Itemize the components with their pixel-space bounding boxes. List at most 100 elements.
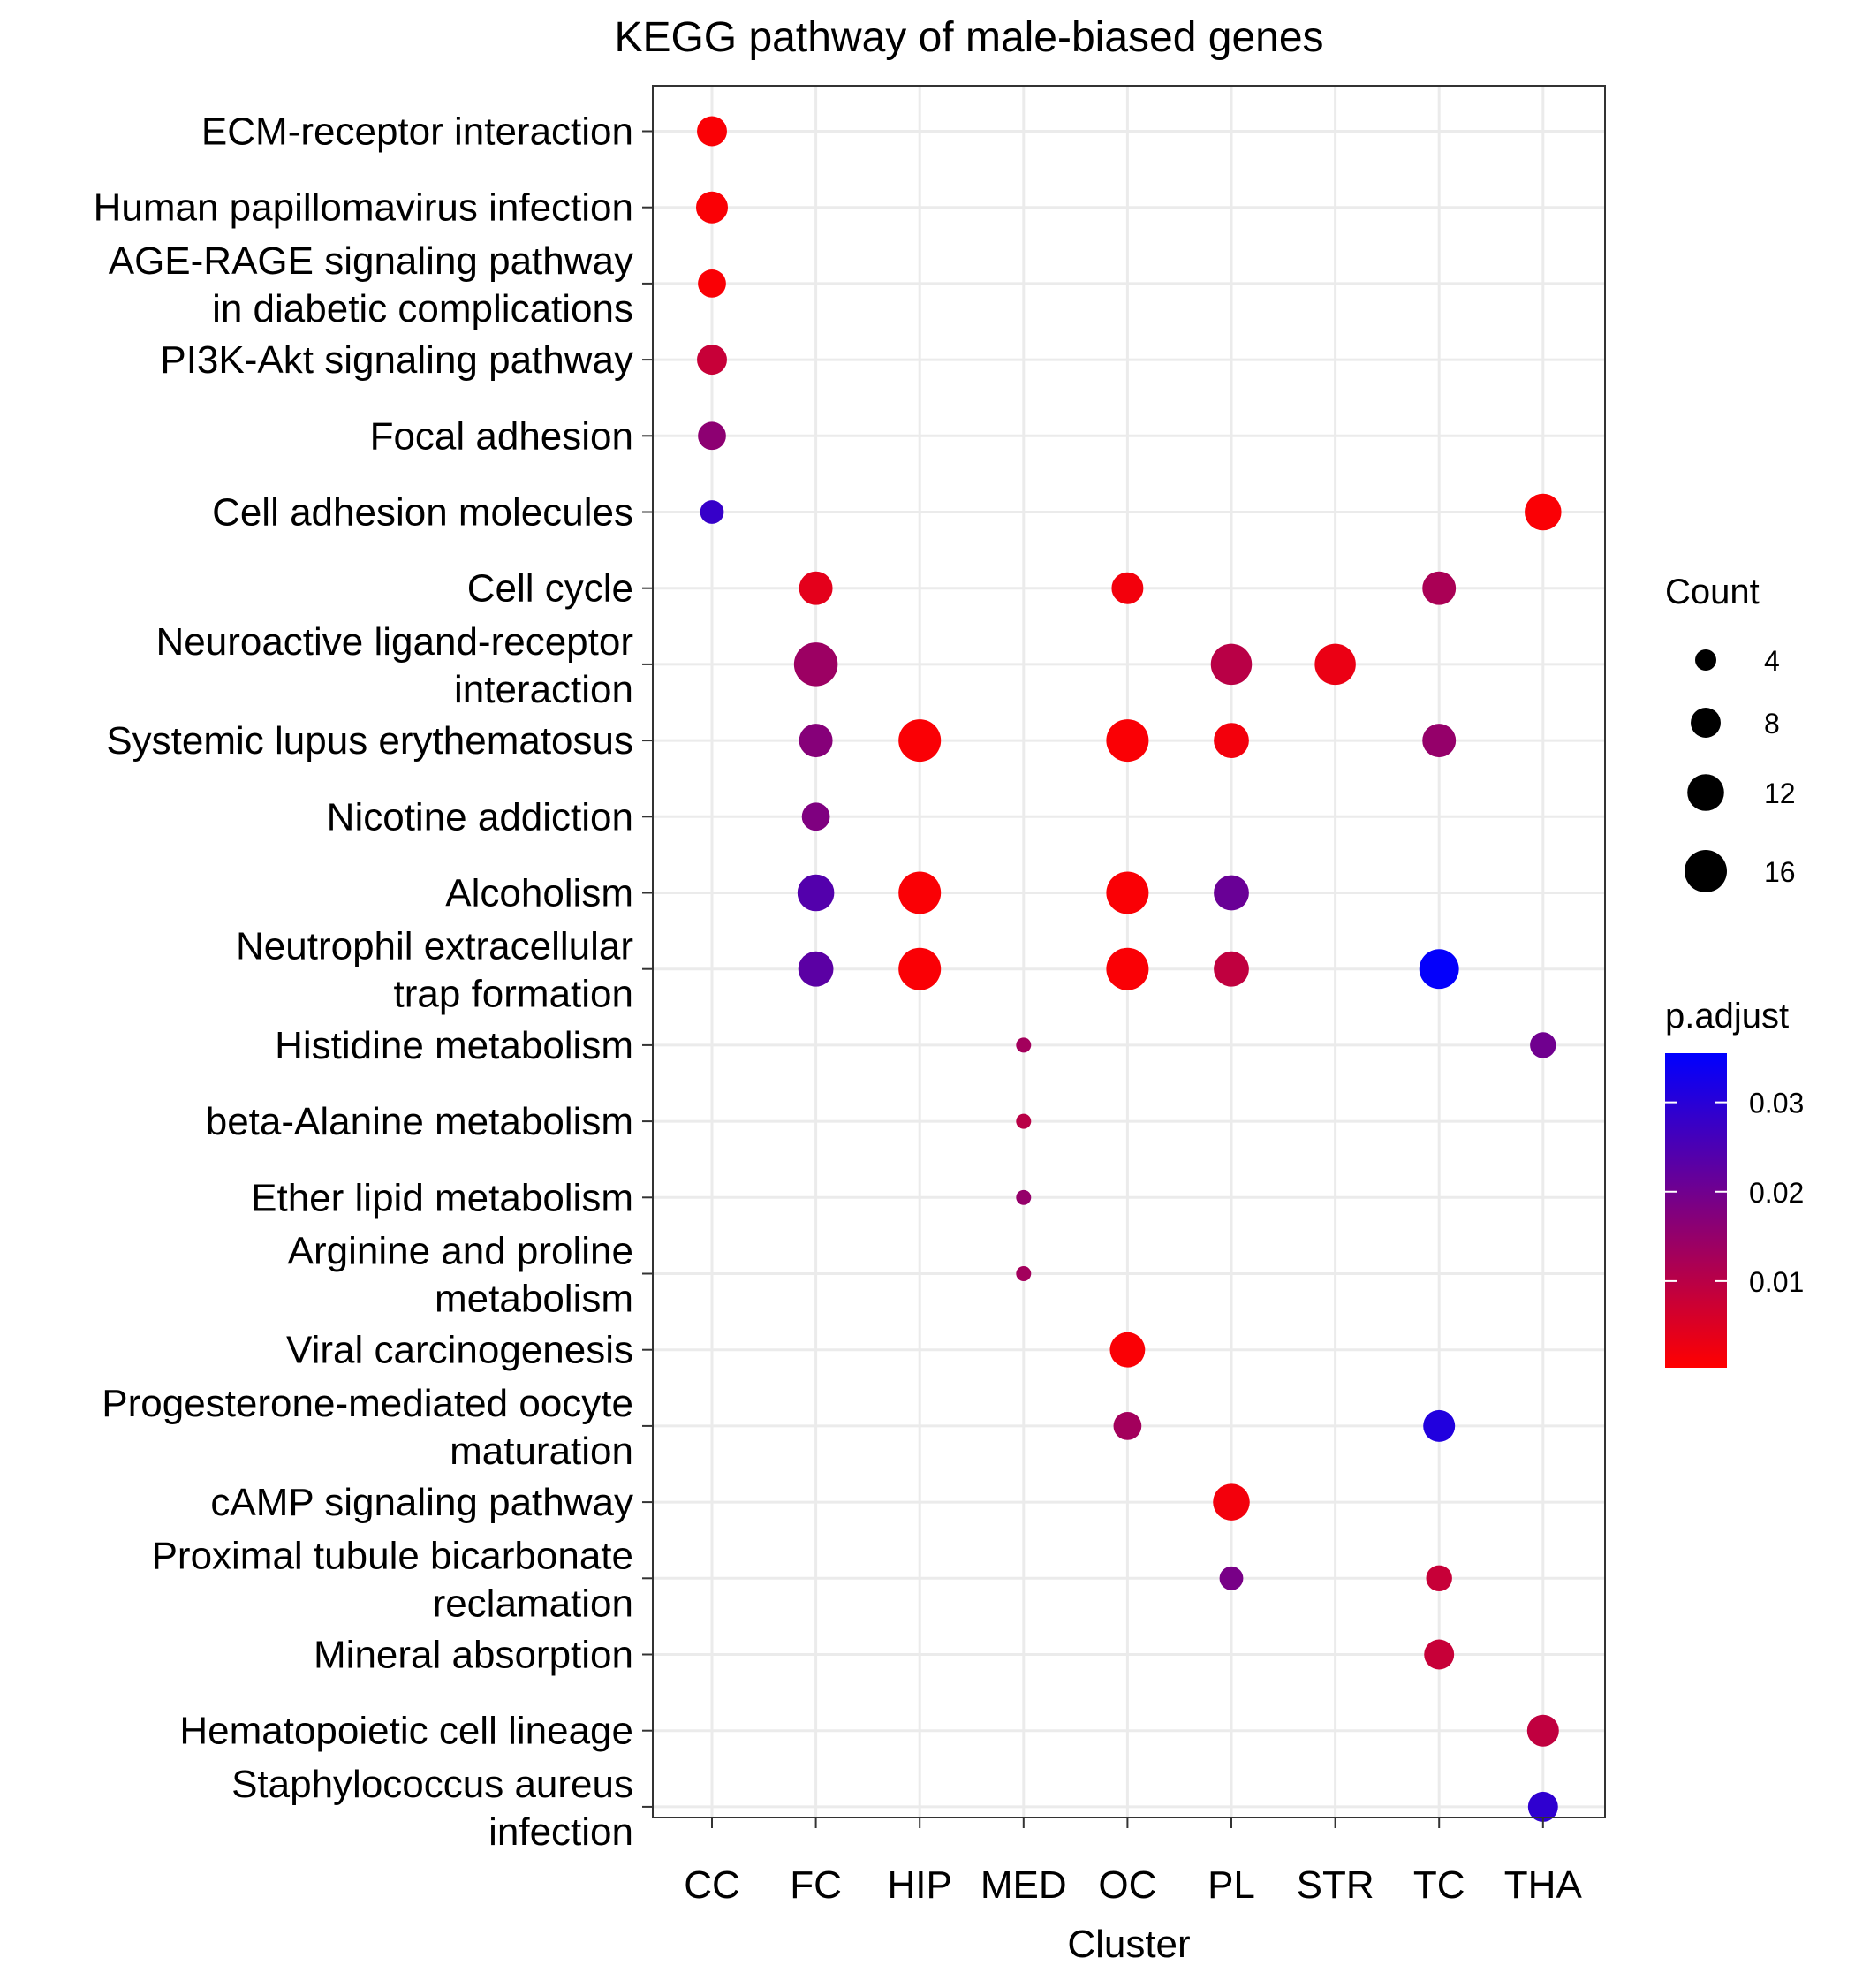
point-oc-17 [1113, 1412, 1142, 1440]
point-pl-8 [1214, 723, 1249, 758]
x-axis-title: Cluster [1067, 1923, 1190, 1966]
count-legend-title: Count [1665, 573, 1760, 611]
point-oc-10 [1106, 871, 1149, 914]
y-tick-label-line: interaction [454, 668, 633, 711]
p-adjust-label-1: 0.02 [1749, 1177, 1804, 1209]
point-tha-5 [1525, 493, 1562, 531]
point-cc-0 [697, 116, 727, 147]
point-pl-11 [1214, 951, 1249, 987]
y-tick-label-alcoholism: Alcoholism [445, 872, 633, 915]
point-med-15 [1016, 1266, 1032, 1281]
y-tick-label-systemic-lupus-erythematosus: Systemic lupus erythematosus [106, 719, 633, 763]
point-tc-8 [1422, 724, 1457, 758]
y-tick-label-line: Systemic lupus erythematosus [106, 719, 633, 763]
y-tick-label-line: Arginine and proline [288, 1230, 633, 1273]
x-tick-label-oc: OC [1098, 1863, 1156, 1907]
point-pl-18 [1213, 1483, 1250, 1521]
point-tc-6 [1422, 571, 1457, 605]
p-adjust-label-2: 0.03 [1749, 1088, 1804, 1119]
count-legend-label-12: 12 [1764, 778, 1796, 809]
point-hip-10 [898, 871, 942, 914]
y-tick-label-line: Viral carcinogenesis [286, 1329, 633, 1372]
point-cc-2 [698, 269, 726, 298]
y-tick-label-line: infection [488, 1810, 633, 1854]
y-tick-label-neuroactive-ligand-receptor-interaction: Neuroactive ligand-receptor interaction [155, 620, 633, 711]
count-legend-label-16: 16 [1764, 856, 1796, 888]
point-tha-22 [1527, 1791, 1558, 1822]
y-tick-label-line: Neutrophil extracellular [236, 925, 633, 968]
point-hip-8 [898, 719, 942, 763]
point-pl-7 [1210, 643, 1253, 686]
y-tick-label-neutrophil-extracellular-trap-formation: Neutrophil extracellular trap formation [236, 925, 633, 1016]
y-tick-label-line: Histidine metabolism [275, 1024, 633, 1067]
x-tick-label-str: STR [1297, 1863, 1374, 1907]
point-fc-10 [797, 874, 835, 912]
point-cc-1 [696, 191, 728, 224]
point-tc-11 [1419, 949, 1459, 990]
y-tick-label-line: Ether lipid metabolism [251, 1176, 633, 1219]
y-tick-label-line: Hematopoietic cell lineage [179, 1710, 633, 1753]
y-tick-label-line: in diabetic complications [212, 287, 633, 330]
point-tc-17 [1423, 1409, 1456, 1442]
x-tick-label-pl: PL [1208, 1863, 1255, 1907]
x-tick-label-med: MED [980, 1863, 1067, 1907]
y-tick-label-pi3k-akt-signaling-pathway: PI3K-Akt signaling pathway [160, 338, 633, 382]
point-pl-10 [1214, 875, 1249, 911]
y-tick-label-viral-carcinogenesis: Viral carcinogenesis [286, 1329, 633, 1372]
point-cc-3 [697, 345, 727, 376]
grid-lines [653, 86, 1605, 1817]
y-tick-label-focal-adhesion: Focal adhesion [370, 414, 633, 458]
count-legend-key-4 [1695, 649, 1716, 671]
y-tick-label-line: Staphylococcus aureus [231, 1763, 633, 1806]
point-med-13 [1016, 1113, 1032, 1129]
point-oc-11 [1106, 947, 1149, 990]
y-tick-label-line: beta-Alanine metabolism [206, 1100, 633, 1143]
point-hip-11 [898, 947, 942, 990]
y-tick-label-human-papillomavirus-infection: Human papillomavirus infection [94, 186, 633, 230]
y-tick-label-line: ECM-receptor interaction [201, 110, 633, 154]
y-tick-label-line: maturation [450, 1430, 633, 1473]
point-oc-8 [1106, 719, 1149, 763]
y-tick-label-staphylococcus-aureus-infection: Staphylococcus aureus infection [231, 1763, 633, 1854]
count-legend-key-12 [1687, 774, 1724, 811]
y-tick-label-ether-lipid-metabolism: Ether lipid metabolism [251, 1176, 633, 1219]
chart-title: KEGG pathway of male-biased genes [614, 14, 1323, 61]
y-tick-label-line: Nicotine addiction [327, 795, 633, 838]
y-tick-label-nicotine-addiction: Nicotine addiction [327, 795, 633, 838]
count-legend-key-8 [1691, 708, 1721, 738]
point-fc-6 [799, 571, 833, 605]
p-adjust-legend: p.adjust 0.01 0.02 0.03 [1665, 997, 1804, 1368]
point-fc-11 [798, 951, 834, 987]
x-tick-label-hip: HIP [888, 1863, 952, 1907]
y-tick-label-line: Cell adhesion molecules [212, 491, 633, 535]
y-tick-label-histidine-metabolism: Histidine metabolism [275, 1024, 633, 1067]
y-tick-label-line: cAMP signaling pathway [210, 1481, 633, 1524]
y-tick-label-line: reclamation [433, 1582, 633, 1625]
y-tick-label-mineral-absorption: Mineral absorption [314, 1634, 633, 1677]
x-tick-label-tc: TC [1413, 1863, 1465, 1907]
point-str-7 [1314, 643, 1356, 686]
y-tick-label-line: metabolism [435, 1278, 633, 1321]
y-tick-label-line: Human papillomavirus infection [94, 186, 633, 230]
y-tick-label-camp-signaling-pathway: cAMP signaling pathway [210, 1481, 633, 1524]
y-tick-label-proximal-tubule-bicarbonate-reclamation: Proximal tubule bicarbonate reclamation [152, 1534, 633, 1625]
point-tc-19 [1426, 1565, 1452, 1591]
point-tha-21 [1526, 1714, 1559, 1747]
x-axis: CC FC HIP MED OC PL STR TC THA [684, 1817, 1582, 1907]
p-adjust-label-0: 0.01 [1749, 1266, 1804, 1298]
y-tick-label-beta-alanine-metabolism: beta-Alanine metabolism [206, 1100, 633, 1143]
point-fc-9 [801, 802, 830, 831]
count-legend-key-16 [1685, 850, 1727, 892]
x-tick-label-tha: THA [1504, 1863, 1583, 1907]
y-tick-label-line: Mineral absorption [314, 1634, 633, 1677]
y-tick-label-line: Neuroactive ligand-receptor [155, 620, 633, 664]
y-tick-label-line: Cell cycle [467, 567, 633, 611]
data-points [696, 116, 1562, 1822]
y-tick-label-age-rage-signaling-pathway-in-diabetic-complications: AGE-RAGE signaling pathway in diabetic co… [109, 239, 633, 330]
x-tick-label-cc: CC [684, 1863, 740, 1907]
y-tick-label-arginine-and-proline-metabolism: Arginine and proline metabolism [288, 1230, 633, 1321]
count-legend-label-8: 8 [1764, 708, 1780, 740]
p-adjust-colorbar [1665, 1053, 1727, 1368]
